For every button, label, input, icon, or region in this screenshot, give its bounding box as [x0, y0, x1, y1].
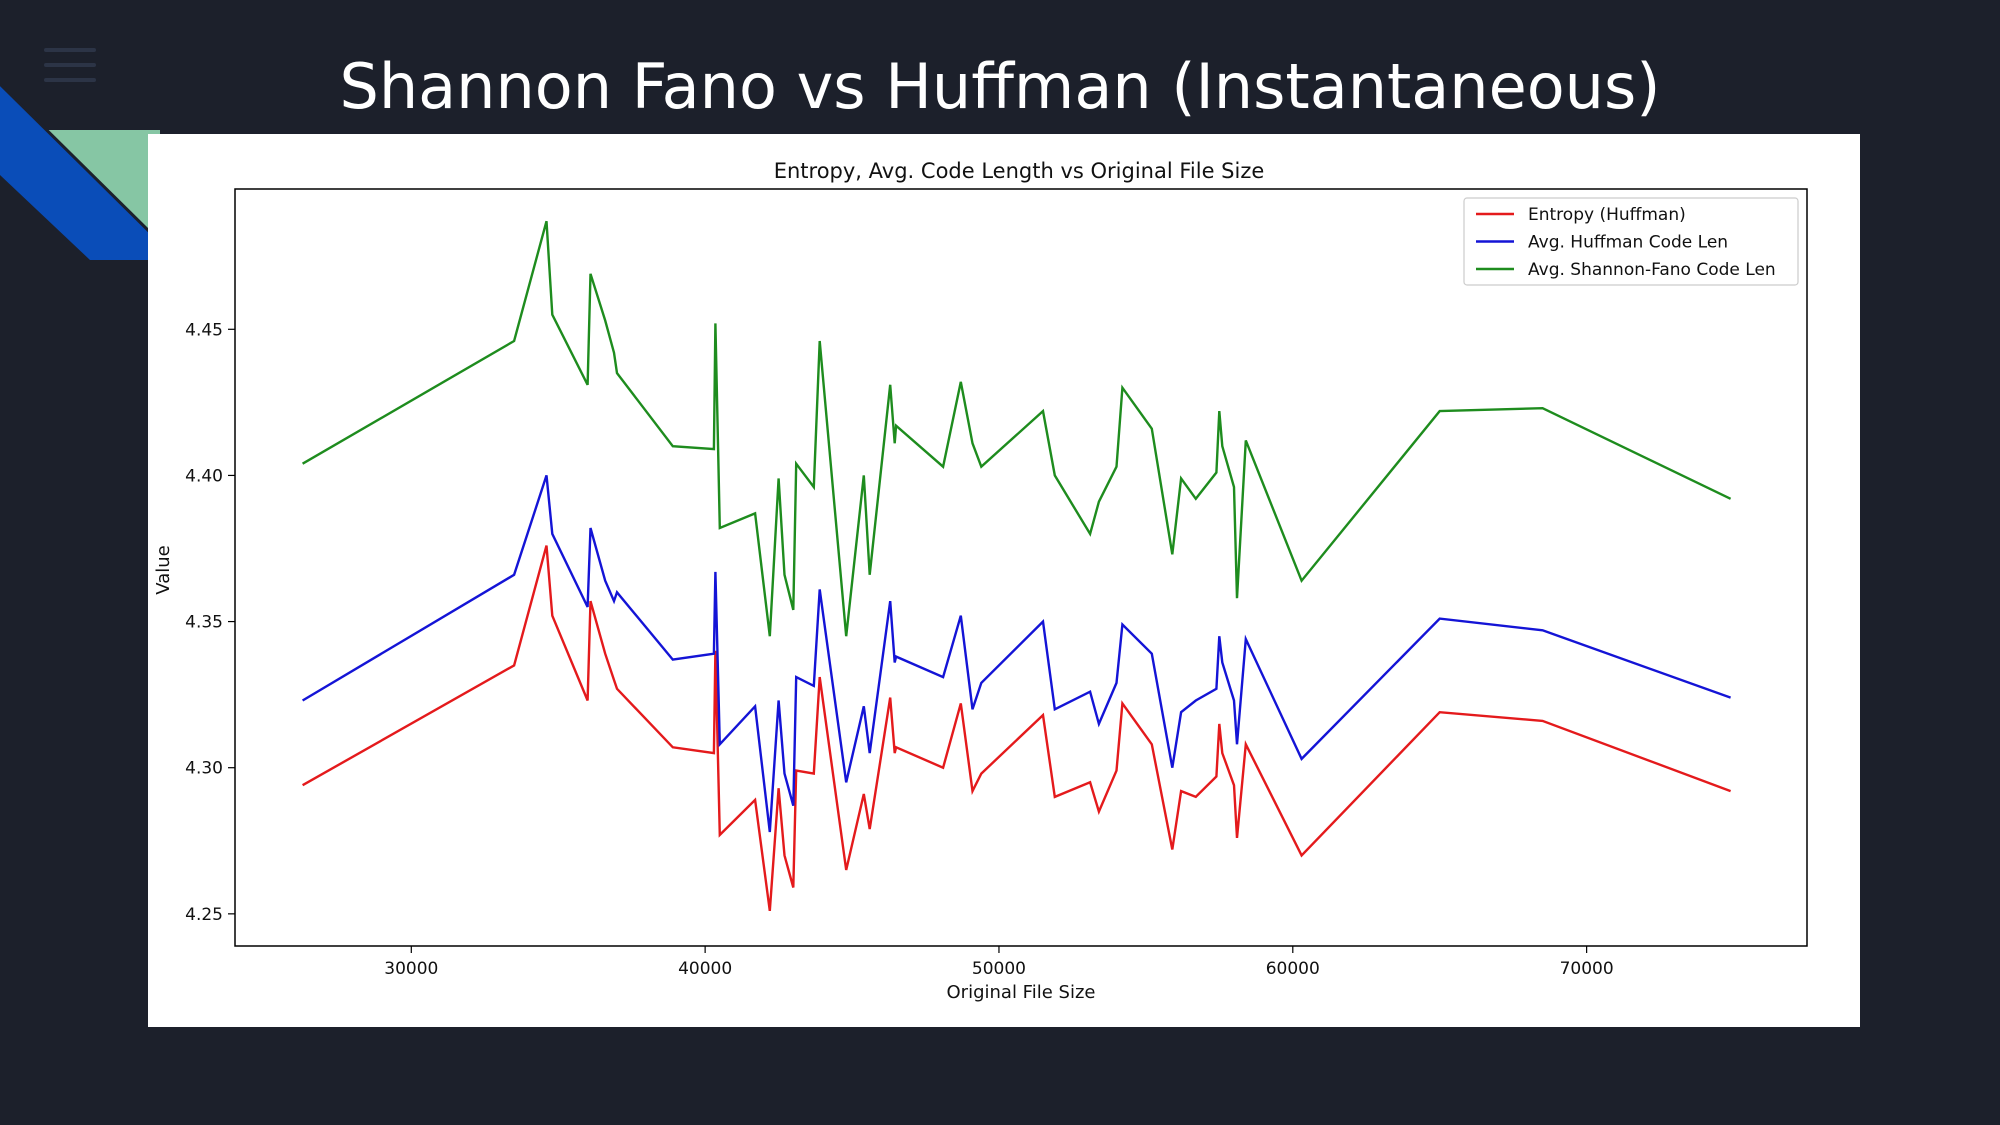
plot-frame: [234, 188, 1808, 947]
legend: Entropy (Huffman) Avg. Huffman Code Len Av…: [1463, 197, 1799, 286]
y-axis-label: Value: [153, 545, 174, 594]
series-lines: [301, 220, 1732, 912]
x-tick-label: 30000: [384, 959, 438, 979]
series-line-1: [302, 545, 1732, 912]
legend-label: Avg. Shannon-Fano Code Len: [1528, 260, 1776, 280]
legend-label: Entropy (Huffman): [1528, 205, 1686, 225]
x-tick-label: 60000: [1266, 959, 1320, 979]
corner-decoration: [0, 82, 160, 260]
x-axis-ticks: 30000 40000 50000 60000 70000: [384, 946, 1614, 979]
slide-title: Shannon Fano vs Huffman (Instantaneous): [339, 49, 1661, 123]
y-axis-ticks: 4.25 4.30 4.35 4.40 4.45: [185, 320, 235, 925]
series-line-2: [301, 475, 1732, 833]
legend-label: Avg. Huffman Code Len: [1528, 233, 1728, 253]
x-tick-label: 50000: [972, 959, 1026, 979]
chart-card: Entropy, Avg. Code Length vs Original Fi…: [148, 134, 1860, 1027]
chart-title: Entropy, Avg. Code Length vs Original Fi…: [774, 159, 1265, 183]
legend-box: [1463, 197, 1799, 286]
x-tick-label: 70000: [1560, 959, 1614, 979]
y-tick-label: 4.45: [185, 320, 223, 340]
series-line-3: [301, 220, 1732, 637]
y-tick-label: 4.40: [185, 466, 223, 486]
y-tick-label: 4.30: [185, 759, 223, 779]
line-chart: Entropy, Avg. Code Length vs Original Fi…: [153, 159, 1808, 1003]
y-tick-label: 4.25: [185, 905, 223, 925]
x-tick-label: 40000: [678, 959, 732, 979]
hamburger-menu-icon[interactable]: [44, 48, 96, 82]
x-axis-label: Original File Size: [947, 982, 1096, 1003]
y-tick-label: 4.35: [185, 613, 223, 633]
